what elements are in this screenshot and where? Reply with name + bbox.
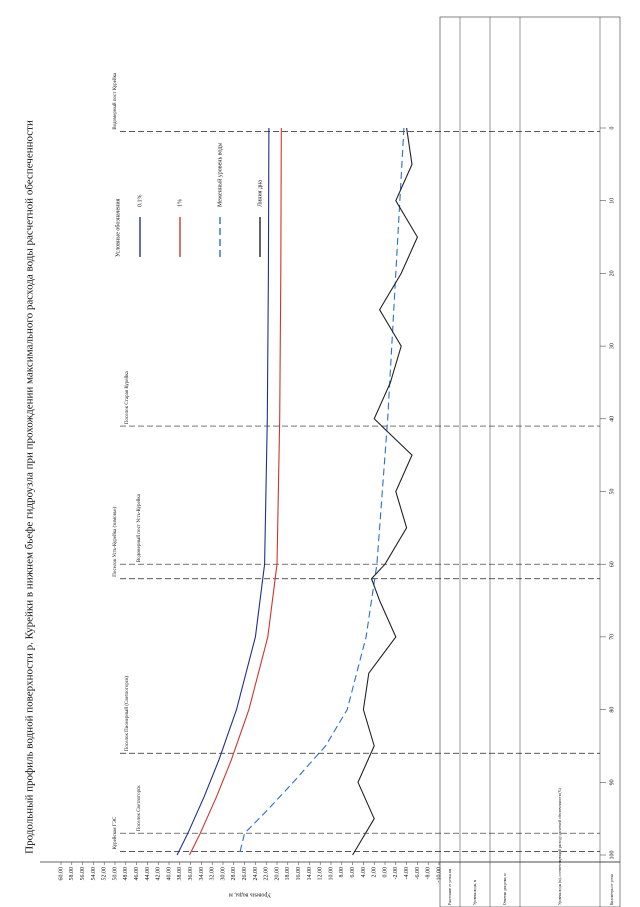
x-tick-label: 60 bbox=[609, 561, 615, 567]
y-tick-label: 16.00 bbox=[296, 867, 302, 881]
y-tick-label: 58.00 bbox=[69, 867, 75, 881]
station-label: Курейская ГЭС bbox=[113, 816, 118, 849]
station-label: Поселок Пионерный (Светлогорск) bbox=[125, 675, 130, 751]
y-tick-label: 38.00 bbox=[177, 867, 183, 881]
title: Продольный профиль водной поверхности р.… bbox=[24, 120, 36, 854]
x-tick-label: 50 bbox=[609, 489, 615, 495]
y-tick-label: 60.00 bbox=[58, 867, 64, 881]
y-tick-label: 50.00 bbox=[112, 867, 118, 881]
x-tick-label: 90 bbox=[609, 779, 615, 785]
series-line bbox=[238, 127, 405, 856]
x-tick-label: 70 bbox=[609, 634, 615, 640]
x-tick-label: 40 bbox=[609, 416, 615, 422]
table-frame bbox=[439, 16, 621, 907]
drawing: Продольный профиль водной поверхности р.… bbox=[24, 16, 621, 907]
x-tick-label: 0 bbox=[609, 127, 615, 130]
x-tick-label: 10 bbox=[609, 198, 615, 204]
legend-label: Линия дна bbox=[257, 180, 263, 207]
x-tick-label: 100 bbox=[609, 851, 615, 860]
y-tick-label: 52.00 bbox=[102, 867, 108, 881]
y-tick-label: 14.00 bbox=[307, 867, 313, 881]
legend-label: 0.1% bbox=[137, 195, 143, 208]
table-row-label: Уровень воды (м), соответствующий расход… bbox=[558, 787, 563, 905]
station-label: Поселок Усть-Курейка (зимовье) bbox=[113, 507, 118, 577]
y-tick-label: 36.00 bbox=[188, 867, 194, 881]
series-line bbox=[176, 127, 270, 856]
y-tick-label: -4.00 bbox=[404, 867, 410, 880]
y-tick-label: 12.00 bbox=[318, 867, 324, 881]
y-tick-label: -8.00 bbox=[426, 867, 432, 880]
station-label: Водомерный пост Усть-Курейка bbox=[137, 493, 142, 562]
y-tick-label: -10.00 bbox=[436, 867, 442, 883]
y-tick-label: -6.00 bbox=[415, 867, 421, 880]
y-tick-label: 56.00 bbox=[80, 867, 86, 881]
y-tick-label: 10.00 bbox=[328, 867, 334, 881]
x-tick-label: 30 bbox=[609, 343, 615, 349]
y-tick-label: 30.00 bbox=[220, 867, 226, 881]
y-tick-label: 46.00 bbox=[134, 867, 140, 881]
x-tick-label: 80 bbox=[609, 707, 615, 713]
y-tick-label: 4.00 bbox=[361, 867, 367, 878]
y-tick-label: 2.00 bbox=[372, 867, 378, 878]
table-row-label: Километры от устья bbox=[610, 874, 614, 905]
y-tick-label: 26.00 bbox=[242, 867, 248, 881]
y-tick-label: 44.00 bbox=[145, 867, 151, 881]
y-tick-label: 42.00 bbox=[156, 867, 162, 881]
y-tick-label: 40.00 bbox=[166, 867, 172, 881]
table-row-label: Расстояние от устья, км bbox=[448, 868, 453, 905]
y-tick-label: 20.00 bbox=[274, 867, 280, 881]
series-line bbox=[189, 127, 282, 856]
station-label: Поселок Светлогорск bbox=[137, 785, 142, 831]
y-tick-label: 34.00 bbox=[199, 867, 205, 881]
table-row-label: Уровень воды, м bbox=[473, 879, 478, 905]
y-tick-label: -2.00 bbox=[393, 867, 399, 880]
y-tick-label: 48.00 bbox=[123, 867, 129, 881]
station-label: Поселок Старая Курейка bbox=[125, 370, 130, 424]
table-row-label: Отметки дна реки, м bbox=[503, 873, 508, 905]
legend-label: Меженный уровень воды bbox=[216, 143, 223, 207]
y-tick-label: 8.00 bbox=[339, 867, 345, 878]
y-tick-label: 32.00 bbox=[210, 867, 216, 881]
station-label: Водомерный пост Курейка bbox=[113, 72, 118, 130]
y-tick-label: 28.00 bbox=[231, 867, 237, 881]
y-tick-label: 18.00 bbox=[285, 867, 291, 881]
y-tick-label: 24.00 bbox=[253, 867, 259, 881]
y-tick-label: 6.00 bbox=[350, 867, 356, 878]
series-line bbox=[352, 127, 419, 856]
y-tick-label: 0.00 bbox=[382, 867, 388, 878]
x-tick-label: 20 bbox=[609, 270, 615, 276]
y-tick-label: 54.00 bbox=[91, 867, 97, 881]
legend-label: 1% bbox=[177, 199, 183, 207]
legend-title: Условные обозначения bbox=[114, 198, 121, 257]
y-tick-label: 22.00 bbox=[264, 867, 270, 881]
y-axis-label: Уровень воды, м bbox=[229, 892, 271, 898]
